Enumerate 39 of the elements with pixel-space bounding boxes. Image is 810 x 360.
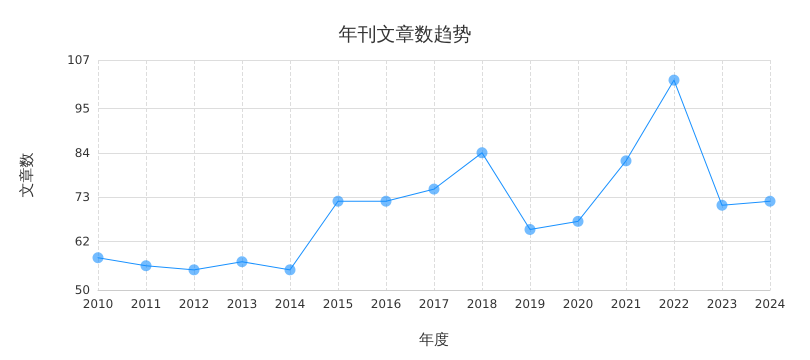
- point: [620, 155, 632, 166]
- x-tick-label: 2018: [466, 297, 498, 311]
- x-tick-label: 2012: [178, 297, 210, 311]
- x-axis-title: 年度: [419, 330, 449, 348]
- point: [188, 264, 200, 276]
- point: [332, 196, 344, 207]
- point: [716, 200, 728, 211]
- x-tick-label: 2017: [418, 297, 450, 311]
- chart-title: 年刊文章数趋势: [338, 24, 472, 46]
- point: [764, 196, 776, 207]
- y-tick-label: 95: [74, 101, 90, 116]
- x-tick-label: 2021: [610, 297, 642, 311]
- y-tick-label: 107: [67, 53, 90, 67]
- point: [524, 224, 536, 235]
- x-tick-label: 2022: [658, 297, 690, 311]
- x-tick-label: 2014: [274, 297, 306, 311]
- y-tick-label: 50: [74, 283, 90, 297]
- point: [284, 264, 296, 276]
- point: [668, 74, 680, 86]
- point: [236, 256, 248, 268]
- point: [380, 196, 392, 207]
- x-tick-label: 2010: [82, 297, 114, 311]
- x-tick-label: 2011: [130, 297, 162, 311]
- point: [92, 252, 104, 264]
- point: [140, 260, 152, 272]
- y-tick-label: 62: [74, 234, 90, 249]
- y-tick-label: 84: [74, 146, 90, 160]
- y-axis-title: 文章数: [18, 152, 36, 198]
- x-tick-label: 2024: [754, 297, 786, 311]
- x-tick-label: 2019: [514, 297, 546, 311]
- y-tick-label: 73: [74, 190, 90, 204]
- x-tick-label: 2015: [322, 297, 354, 311]
- point: [476, 147, 488, 158]
- point: [428, 184, 440, 195]
- x-tick-label: 2016: [370, 297, 402, 311]
- x-tick-label: 2020: [562, 297, 594, 311]
- x-tick-label: 2023: [706, 297, 738, 311]
- point: [572, 216, 584, 227]
- x-tick-label: 2013: [226, 297, 258, 311]
